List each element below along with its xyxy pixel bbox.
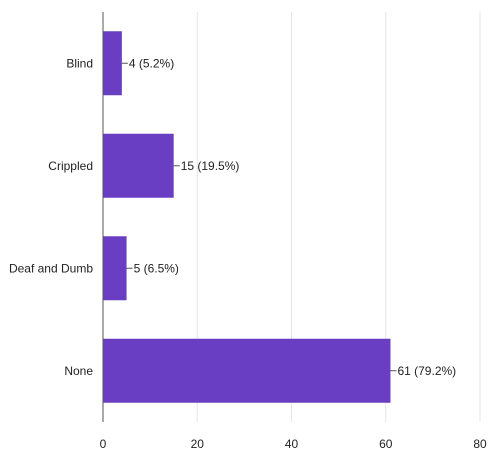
x-tick-label-80: 80 [473,437,487,451]
category-label-blind: Blind [66,56,93,70]
bars [103,31,391,403]
bar-blind [103,31,122,96]
x-tick-label-40: 40 [285,437,299,451]
data-label-deaf-and-dumb: 5 (6.5%) [134,261,179,275]
category-label-crippled: Crippled [48,159,93,173]
labels: 0 20 40 60 80 Blind 4 (5.2%) Crippled 15 (19.5%)… [9,56,487,451]
category-label-none: None [64,364,93,378]
data-label-blind: 4 (5.2%) [129,56,174,70]
bar-deaf-and-dumb [103,236,127,301]
bar-crippled [103,133,174,198]
x-tick-label-60: 60 [379,437,393,451]
data-label-none: 61 (79.2%) [397,364,456,378]
bar-none [103,338,391,403]
data-label-crippled: 15 (19.5%) [181,159,240,173]
category-label-deaf-and-dumb: Deaf and Dumb [9,261,93,275]
x-tick-label-20: 20 [191,437,205,451]
x-tick-label-0: 0 [100,437,107,451]
